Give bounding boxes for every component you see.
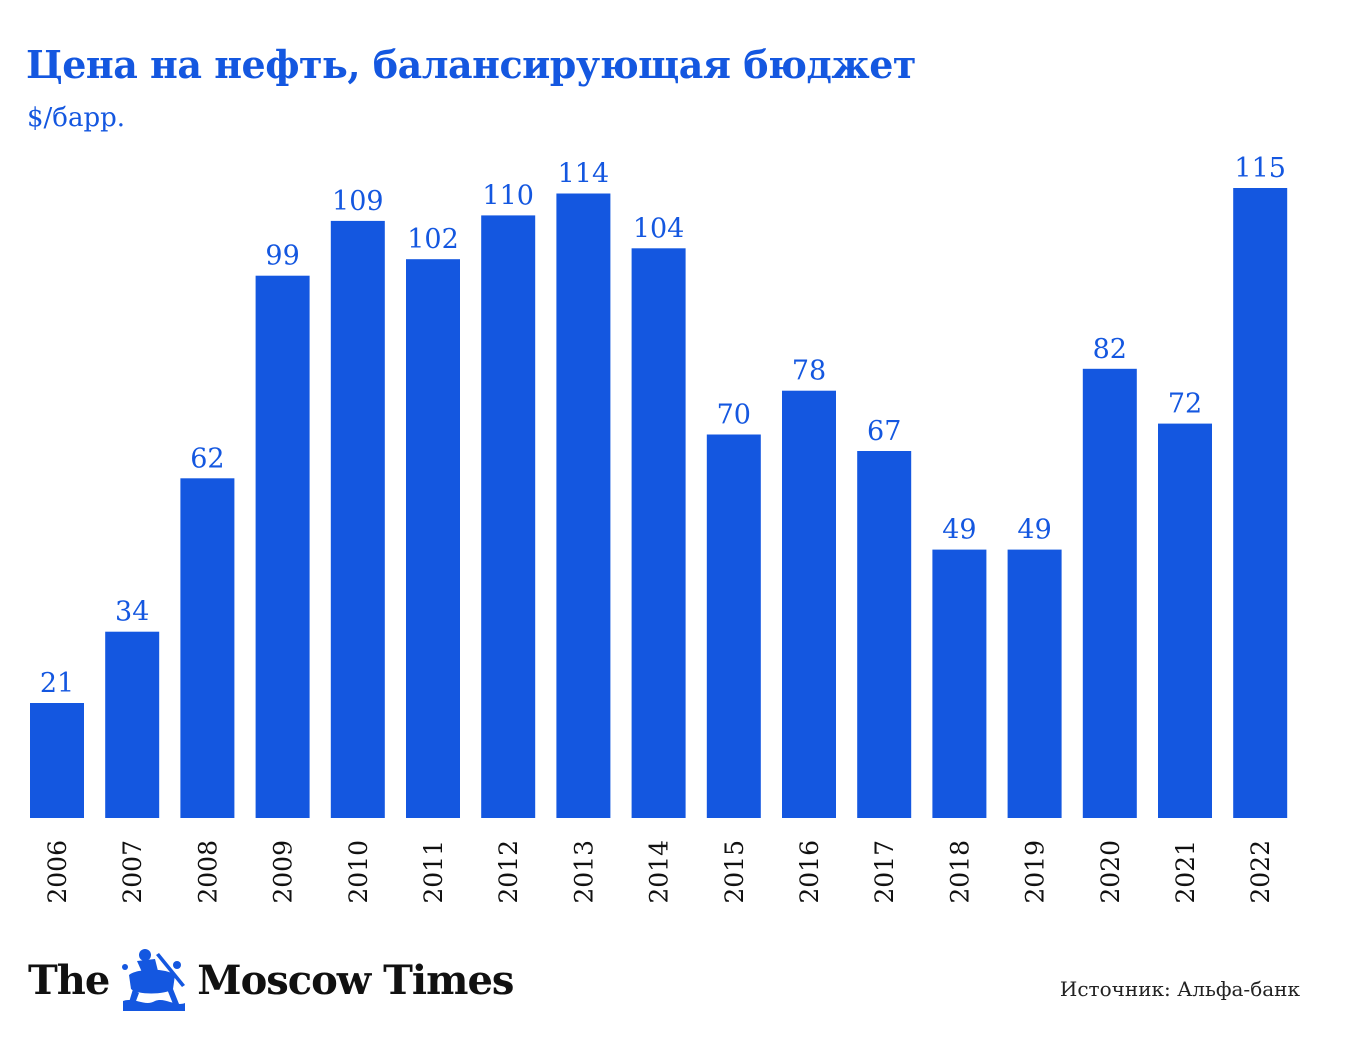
chart-title: Цена на нефть, балансирующая бюджет [26, 42, 916, 87]
value-label-2007: 34 [115, 597, 149, 628]
value-label-2009: 99 [265, 241, 299, 272]
bar-2014 [631, 248, 686, 819]
bar-2015 [706, 434, 761, 818]
value-label-2014: 104 [633, 213, 685, 244]
bar-2006 [30, 703, 84, 818]
logo-text-the: The [28, 956, 110, 1004]
value-label-2006: 21 [40, 668, 74, 699]
bar-2020 [1082, 368, 1137, 818]
x-tick-label-2009: 2009 [269, 840, 298, 904]
value-label-2016: 78 [792, 356, 826, 387]
x-tick-label-2010: 2010 [344, 840, 373, 904]
bar-2013 [556, 193, 611, 818]
value-label-2022: 115 [1234, 153, 1286, 184]
x-tick-label-2011: 2011 [419, 840, 448, 904]
bar-chart: 21 34 62 99 109 102 110 114 104 70 78 67 49 49 82 72 115… [30, 153, 1288, 904]
value-label-2017: 67 [867, 416, 901, 447]
x-tick-label-2013: 2013 [569, 840, 598, 904]
x-tick-label-2017: 2017 [870, 840, 899, 904]
x-tick-label-2016: 2016 [795, 840, 824, 904]
bar-2007 [105, 631, 160, 818]
value-label-2013: 114 [558, 159, 610, 190]
x-tick-label-2007: 2007 [118, 840, 147, 904]
bar-2018 [932, 549, 987, 818]
bar-2019 [1007, 549, 1062, 818]
source-note: Источник: Альфа-банк [1059, 977, 1300, 1001]
x-tick-label-2022: 2022 [1246, 840, 1275, 904]
value-label-2008: 62 [190, 443, 224, 474]
bar-2009 [255, 275, 310, 818]
bar-2022 [1233, 188, 1288, 818]
x-tick-label-2018: 2018 [945, 840, 974, 904]
x-tick-labels-group: 2006 2007 2008 2009 2010 2011 2012 2013 2014 2015… [43, 840, 1275, 904]
bar-2021 [1158, 423, 1212, 818]
bar-2017 [857, 451, 912, 818]
x-tick-label-2008: 2008 [193, 840, 222, 904]
value-label-2015: 70 [717, 400, 751, 431]
logo-text-moscow-times: Moscow Times [197, 956, 514, 1004]
bars-group [30, 188, 1288, 819]
moscow-times-logo[interactable]: The Moscow Times [28, 945, 514, 1015]
x-tick-label-2021: 2021 [1171, 840, 1200, 904]
bar-2011 [406, 259, 460, 818]
x-tick-label-2012: 2012 [494, 840, 523, 904]
value-labels-group: 21 34 62 99 109 102 110 114 104 70 78 67 49 49 82 72 115 [40, 153, 1286, 699]
value-label-2019: 49 [1017, 515, 1051, 546]
chart-subtitle: $/барр. [27, 103, 126, 133]
x-tick-label-2006: 2006 [43, 840, 72, 904]
x-tick-label-2015: 2015 [720, 840, 749, 904]
x-tick-label-2019: 2019 [1021, 840, 1050, 904]
value-label-2021: 72 [1168, 389, 1202, 420]
bar-2012 [481, 215, 536, 818]
bar-2008 [180, 478, 235, 818]
value-label-2011: 102 [407, 224, 459, 255]
value-label-2018: 49 [942, 515, 976, 546]
x-tick-label-2014: 2014 [645, 840, 674, 904]
bar-2010 [330, 220, 385, 818]
bar-2016 [782, 390, 836, 818]
st-george-emblem-icon [122, 949, 186, 1011]
x-tick-label-2020: 2020 [1096, 840, 1125, 904]
value-label-2012: 110 [482, 180, 534, 211]
value-label-2010: 109 [332, 186, 384, 217]
value-label-2020: 82 [1093, 334, 1127, 365]
